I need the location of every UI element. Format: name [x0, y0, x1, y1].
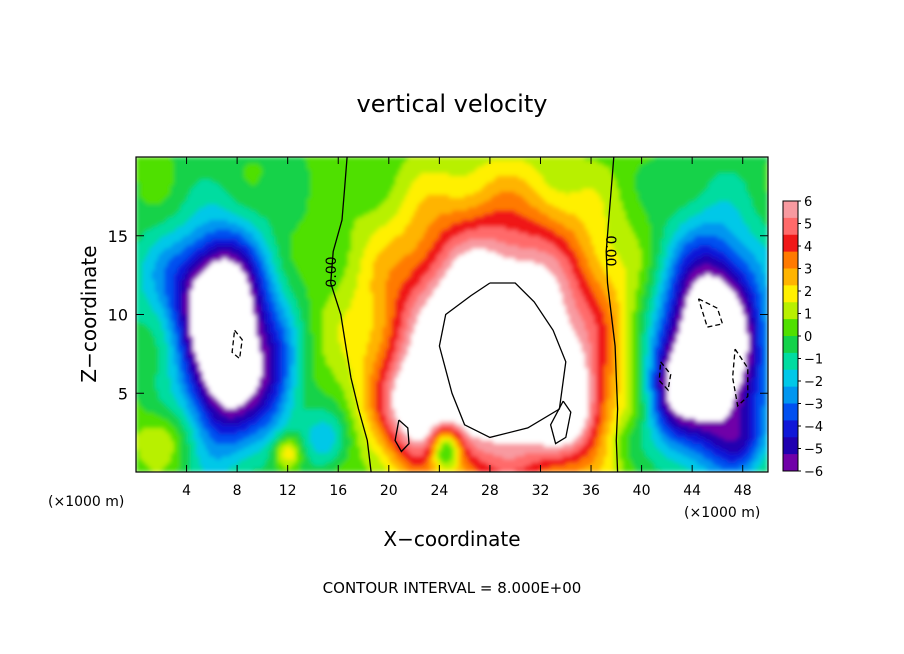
colorbar-label: 4 [804, 240, 812, 255]
inner-contour-small-right [549, 400, 572, 445]
colorbar-label: 1 [804, 308, 812, 323]
contour-interval-footer: CONTOUR INTERVAL = 8.000E+00 [323, 579, 582, 597]
zero-contour-left [330, 157, 372, 472]
x-tick-label: 8 [233, 483, 242, 499]
colorbar-swatch [783, 386, 798, 404]
colorbar-label: 5 [804, 218, 812, 233]
chart-title: vertical velocity [357, 90, 548, 118]
inner-contour-small-left [394, 419, 410, 453]
colorbar-swatch [783, 268, 798, 286]
contour-label-right: 0.00 [602, 235, 618, 266]
y-axis-label: Z−coordinate [77, 245, 101, 382]
colorbar-label: −4 [804, 420, 823, 435]
colorbar-swatch [783, 336, 798, 354]
y-axis-ticks: 5 10 15 [108, 227, 768, 403]
colorbar-swatch [783, 234, 798, 253]
x-tick-label: 44 [683, 483, 701, 499]
contour-lines [231, 157, 749, 472]
x-tick-label: 36 [582, 483, 600, 499]
colorbar-swatch [783, 285, 798, 303]
x-unit-label-left: (×1000 m) [48, 494, 124, 510]
colorbar-label: −5 [804, 443, 823, 458]
y-tick-label: 10 [108, 306, 128, 325]
x-axis-label: X−coordinate [383, 527, 520, 551]
x-unit-label-right: (×1000 m) [684, 505, 760, 521]
x-tick-label: 4 [182, 483, 191, 499]
colorbar-swatch [783, 454, 798, 472]
x-tick-label: 12 [279, 483, 297, 499]
heatmap-field [136, 157, 768, 472]
colorbar-swatch [783, 437, 798, 455]
negative-contour-right-c [658, 361, 672, 392]
colorbar-swatch [783, 352, 798, 371]
colorbar-swatch [783, 369, 798, 388]
colorbar-label: −1 [804, 353, 823, 368]
colorbar-label: 6 [804, 195, 812, 210]
colorbar [782, 200, 799, 472]
negative-contour-left [231, 329, 243, 360]
y-tick-label: 15 [108, 227, 128, 246]
x-tick-label: 24 [430, 483, 448, 499]
inner-contour-center [438, 282, 567, 439]
colorbar-swatch [783, 319, 798, 337]
x-tick-label: 16 [329, 483, 347, 499]
x-tick-label: 40 [633, 483, 651, 499]
colorbar-label: −2 [804, 375, 823, 390]
x-tick-label: 28 [481, 483, 499, 499]
colorbar-label: 0 [804, 330, 812, 345]
colorbar-label: 2 [804, 285, 812, 300]
x-tick-label: 32 [532, 483, 550, 499]
colorbar-label: −3 [804, 398, 823, 413]
colorbar-label: 3 [804, 263, 812, 278]
colorbar-swatch [783, 217, 798, 236]
colorbar-swatch [783, 403, 798, 421]
colorbar-labels: 6 5 4 3 2 1 0 −1 −2 −3 −4 −5 −6 [798, 195, 823, 480]
negative-contour-right-b [731, 348, 749, 408]
contour-label-left: 0.00 [324, 256, 340, 287]
colorbar-label: −6 [804, 465, 823, 480]
x-tick-label: 48 [734, 483, 752, 499]
y-tick-label: 5 [118, 384, 128, 403]
x-axis-ticks: 4 8 12 16 20 24 28 32 36 40 44 48 [182, 157, 752, 499]
colorbar-swatch [783, 251, 798, 269]
colorbar-swatch [783, 201, 798, 219]
x-tick-label: 20 [380, 483, 398, 499]
colorbar-swatch [783, 420, 798, 438]
zero-contour-right [605, 157, 619, 472]
colorbar-swatch [783, 302, 798, 320]
